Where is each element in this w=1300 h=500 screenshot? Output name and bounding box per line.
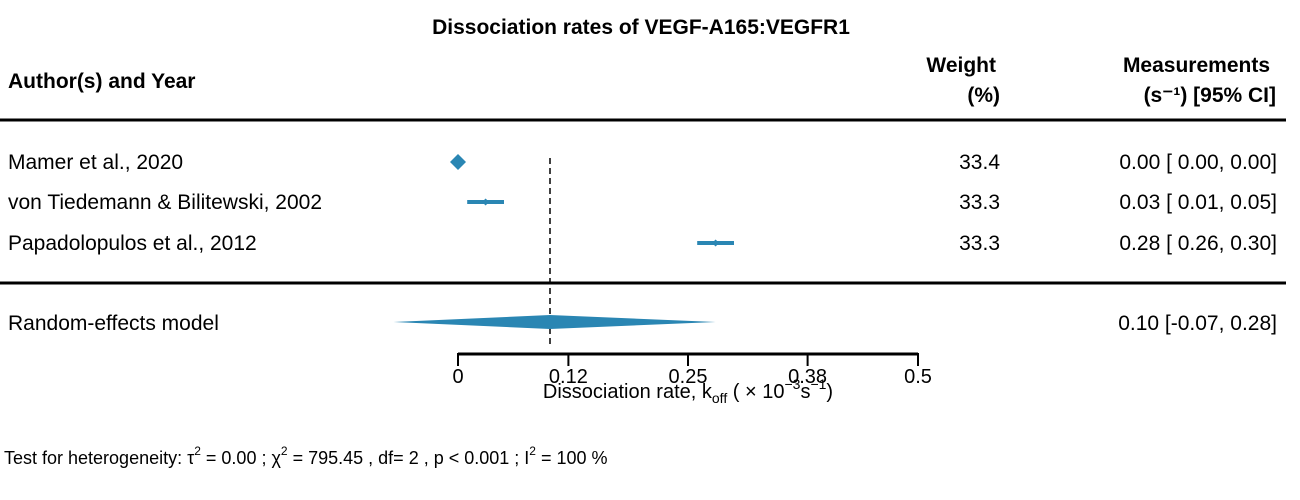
weight-value: 33.4 — [959, 151, 1000, 174]
header-weight: Weight — [926, 54, 996, 77]
tick-label: 0.25 — [669, 366, 708, 388]
weight-value: 33.3 — [959, 191, 1000, 214]
tick-label: 0 — [452, 366, 463, 388]
summary-diamond — [393, 315, 716, 329]
study-row: von Tiedemann & Bilitewski, 2002 33.3 0.03… — [8, 191, 1277, 214]
header-measurements-unit: (s⁻¹) [95% CI] — [1144, 84, 1276, 107]
study-row: Papadolopulos et al., 2012 33.3 0.28 [ 0.2… — [8, 232, 1277, 255]
point-estimate — [482, 198, 490, 206]
study-label: von Tiedemann & Bilitewski, 2002 — [8, 191, 322, 214]
summary-row: Random-effects model 0.10 [-0.07, 0.28] — [8, 312, 1277, 335]
study-label: Papadolopulos et al., 2012 — [8, 232, 257, 255]
weight-value: 33.3 — [959, 232, 1000, 255]
summary-ci-value: 0.10 [-0.07, 0.28] — [1118, 312, 1277, 335]
chart-title: Dissociation rates of VEGF-A165:VEGFR1 — [432, 16, 850, 39]
study-row: Mamer et al., 2020 33.4 0.00 [ 0.00, 0.00] — [8, 151, 1277, 174]
tick-label: 0.5 — [904, 366, 932, 388]
ci-value: 0.03 [ 0.01, 0.05] — [1119, 191, 1277, 214]
study-rows: Mamer et al., 2020 33.4 0.00 [ 0.00, 0.00]… — [8, 151, 1277, 255]
heterogeneity-stats: Test for heterogeneity: τ2 = 0.00 ; χ2 =… — [4, 444, 608, 468]
x-axis-label: Dissociation rate, koff ( × 10−3s−1) — [543, 376, 833, 406]
x-axis: 0 0.12 0.25 0.38 0.5 — [452, 352, 932, 388]
header-weight-unit: (%) — [967, 84, 1000, 107]
tick-label: 0.38 — [788, 366, 827, 388]
header-measurements: Measurements — [1123, 54, 1270, 77]
ci-value: 0.00 [ 0.00, 0.00] — [1119, 151, 1277, 174]
header-study: Author(s) and Year — [8, 70, 195, 93]
tick-label: 0.12 — [549, 366, 588, 388]
point-estimate — [712, 239, 720, 247]
summary-label: Random-effects model — [8, 312, 219, 335]
study-label: Mamer et al., 2020 — [8, 151, 183, 174]
point-estimate — [450, 154, 466, 170]
ci-value: 0.28 [ 0.26, 0.30] — [1119, 232, 1277, 255]
